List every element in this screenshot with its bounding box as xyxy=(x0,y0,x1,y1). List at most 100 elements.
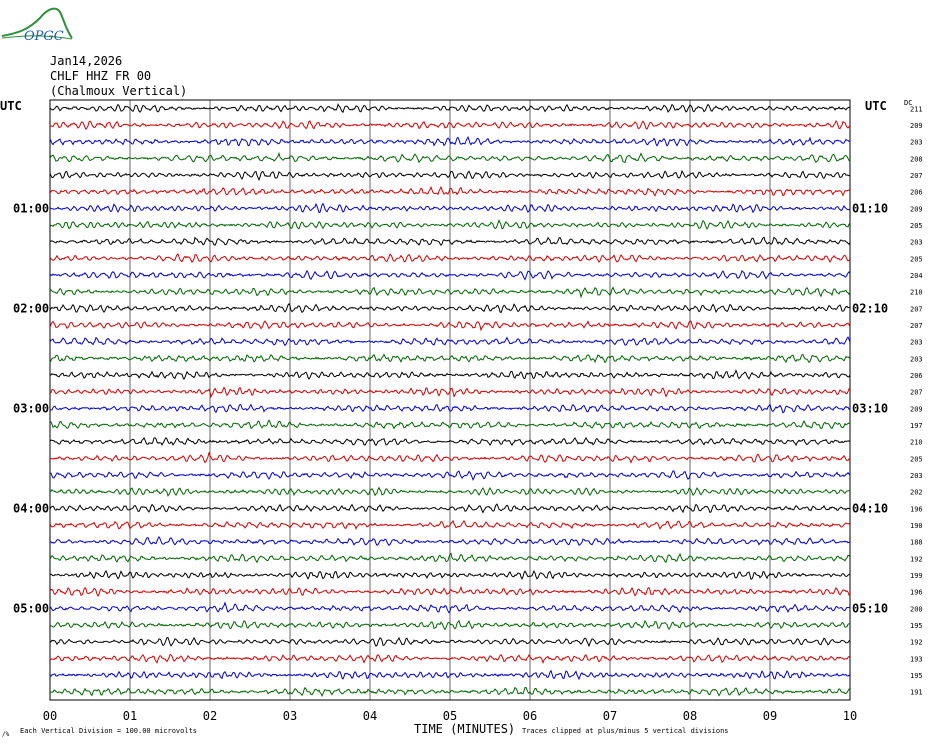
dc-offset-value: 204 xyxy=(910,272,923,280)
seismic-trace-14 xyxy=(49,320,851,332)
dc-offset-value: 203 xyxy=(910,339,923,347)
x-tick-label: 08 xyxy=(683,709,697,723)
dc-offset-value: 203 xyxy=(910,239,923,247)
seismic-trace-29 xyxy=(49,569,851,581)
dc-offset-value: 209 xyxy=(910,122,923,130)
hour-label-left: 03:00 xyxy=(13,401,49,415)
seismic-trace-27 xyxy=(49,535,851,547)
seismic-trace-25 xyxy=(49,503,851,514)
x-tick-label: 06 xyxy=(523,709,537,723)
seismic-trace-16 xyxy=(49,353,851,364)
clip-note: Traces clipped at plus/minus 5 vertical … xyxy=(522,727,729,735)
dc-offset-value: 207 xyxy=(910,172,923,180)
seismic-trace-23 xyxy=(49,470,851,481)
seismic-trace-31 xyxy=(49,601,851,614)
dc-offset-value: 199 xyxy=(910,572,923,580)
dc-offset-value: 207 xyxy=(910,305,923,313)
x-tick-label: 09 xyxy=(763,709,777,723)
seismic-trace-21 xyxy=(49,436,851,447)
seismic-trace-9 xyxy=(49,236,851,247)
hour-label-left: 01:00 xyxy=(13,201,49,215)
dc-offset-value: 207 xyxy=(910,322,923,330)
dc-offset-value: 191 xyxy=(910,689,923,697)
dc-offset-value: 193 xyxy=(910,655,923,663)
seismic-trace-32 xyxy=(49,619,851,631)
x-tick-label: 02 xyxy=(203,709,217,723)
seismic-trace-13 xyxy=(49,302,851,314)
seismic-trace-20 xyxy=(49,419,851,430)
seismic-trace-2 xyxy=(49,120,851,130)
seismic-trace-4 xyxy=(49,151,851,164)
dc-offset-value: 190 xyxy=(910,522,923,530)
x-tick-label: 01 xyxy=(123,709,137,723)
dc-offset-value: 209 xyxy=(910,405,923,413)
seismic-trace-5 xyxy=(49,169,851,182)
header-location: (Chalmoux Vertical) xyxy=(50,84,187,98)
dc-offset-value: 205 xyxy=(910,222,923,230)
seismic-trace-1 xyxy=(49,103,851,114)
seismic-trace-30 xyxy=(49,585,851,598)
dc-offset-value: 195 xyxy=(910,672,923,680)
hour-label-right: 02:10 xyxy=(852,301,888,315)
dc-offset-value: 196 xyxy=(910,505,923,513)
dc-offset-value: 208 xyxy=(910,155,923,163)
seismic-trace-6 xyxy=(49,185,851,197)
seismic-trace-12 xyxy=(49,286,851,299)
x-tick-label: 05 xyxy=(443,709,457,723)
x-tick-label: 00 xyxy=(43,709,57,723)
dc-offset-value: 203 xyxy=(910,139,923,147)
seismic-trace-35 xyxy=(49,669,851,681)
seismic-trace-33 xyxy=(49,636,851,648)
x-tick-label: 04 xyxy=(363,709,377,723)
seismic-trace-22 xyxy=(49,452,851,464)
seismic-trace-19 xyxy=(49,403,851,414)
dc-offset-value: 209 xyxy=(910,205,923,213)
x-tick-label: 07 xyxy=(603,709,617,723)
hour-label-left: 04:00 xyxy=(13,501,49,515)
seismic-trace-36 xyxy=(49,686,851,697)
dc-offset-value: 192 xyxy=(910,639,923,647)
dc-offset-value: 203 xyxy=(910,355,923,363)
dc-offset-value: 195 xyxy=(910,622,923,630)
header-station: CHLF HHZ FR 00 xyxy=(50,69,151,83)
dc-offset-value: 202 xyxy=(910,489,923,497)
dc-offset-value: 203 xyxy=(910,472,923,480)
dc-offset-value: 207 xyxy=(910,389,923,397)
opgc-logo: OPGC xyxy=(1,7,73,44)
utc-left-label: UTC xyxy=(0,99,22,113)
seismic-trace-34 xyxy=(49,653,851,665)
seismic-trace-24 xyxy=(49,486,850,497)
dc-offset-value: 211 xyxy=(910,105,923,113)
header-date: Jan14,2026 xyxy=(50,54,122,68)
utc-right-label: UTC xyxy=(865,99,887,113)
x-tick-label: 10 xyxy=(843,709,857,723)
dc-offset-value: 197 xyxy=(910,422,923,430)
seismic-trace-15 xyxy=(49,336,851,347)
seismic-trace-18 xyxy=(49,386,851,399)
dc-offset-value: 206 xyxy=(910,372,923,380)
seismic-trace-11 xyxy=(49,269,851,281)
seismic-trace-26 xyxy=(49,519,851,531)
dc-offset-value: 192 xyxy=(910,555,923,563)
dc-offset-value: 205 xyxy=(910,255,923,263)
dc-offset-value: 200 xyxy=(910,605,923,613)
corner-mark: /% xyxy=(2,731,10,738)
hour-label-left: 05:00 xyxy=(13,601,49,615)
x-axis-ticks: 00 01 02 03 04 05 06 07 08 09 10 xyxy=(43,709,857,723)
trace-group xyxy=(49,103,851,697)
hour-label-right: 03:10 xyxy=(852,401,888,415)
x-axis-title: TIME (MINUTES) xyxy=(414,722,515,736)
hour-label-right: 01:10 xyxy=(852,201,888,215)
dc-offset-value: 205 xyxy=(910,455,923,463)
hour-label-left: 02:00 xyxy=(13,301,49,315)
dc-offset-value: 188 xyxy=(910,539,923,547)
dc-offset-value: 210 xyxy=(910,289,923,297)
x-tick-label: 03 xyxy=(283,709,297,723)
dc-label: DC xyxy=(904,99,912,107)
hour-label-right: 05:10 xyxy=(852,601,888,615)
seismic-trace-17 xyxy=(49,369,851,381)
logo-swoosh xyxy=(1,7,73,39)
hour-labels: 01:00 02:00 03:00 04:00 05:00 01:10 02:10 03:10… xyxy=(13,201,888,615)
hour-label-right: 04:10 xyxy=(852,501,888,515)
